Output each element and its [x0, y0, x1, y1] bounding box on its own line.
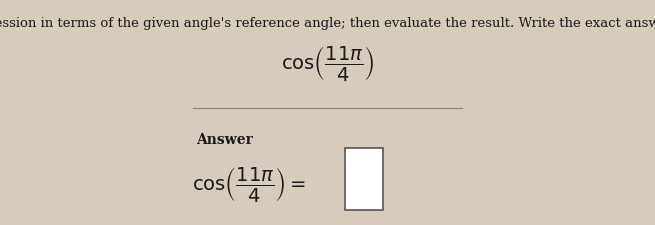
Text: Rewrite the expression in terms of the given angle's reference angle; then evalu: Rewrite the expression in terms of the g…: [0, 17, 655, 30]
Text: Answer: Answer: [196, 132, 253, 146]
Text: $\cos\!\left(\dfrac{11\pi}{4}\right)$: $\cos\!\left(\dfrac{11\pi}{4}\right)$: [281, 44, 374, 83]
Text: $\cos\!\left(\dfrac{11\pi}{4}\right) =$: $\cos\!\left(\dfrac{11\pi}{4}\right) =$: [192, 164, 306, 203]
FancyBboxPatch shape: [345, 148, 383, 210]
